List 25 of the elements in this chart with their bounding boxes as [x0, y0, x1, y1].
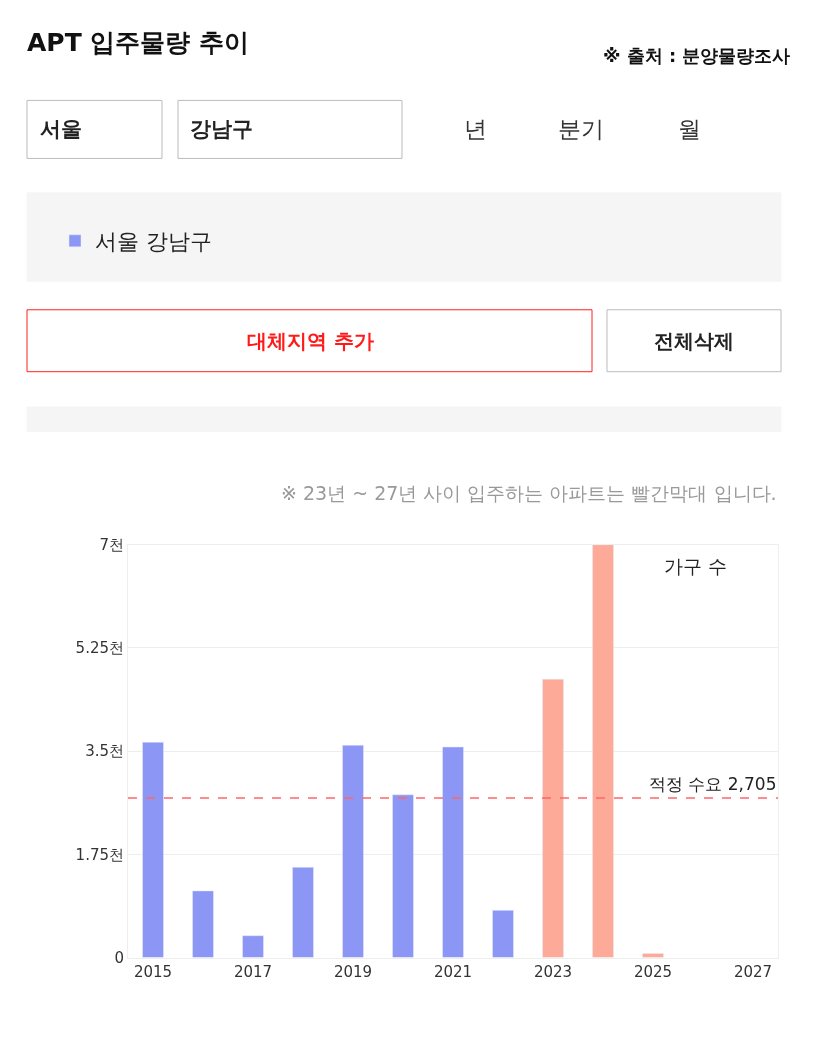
y-tick-label: 7천	[99, 535, 124, 554]
y-tick-label: 5.25천	[75, 639, 124, 658]
text: ※ 23년 ~ 27년 사이 입주하는 아파트는 빨간막대 입니다.	[281, 482, 777, 504]
x-tick-label: 2017	[233, 962, 273, 981]
x-tick-label: 2027	[733, 962, 773, 981]
text: 대체지역 추가	[247, 329, 374, 353]
text: 분기	[558, 116, 604, 142]
x-tick-label: 2021	[433, 962, 473, 981]
x-tick-label: 2025	[633, 962, 673, 981]
x-tick-label: 2015	[133, 962, 173, 981]
x-tick-label: 2019	[333, 962, 373, 981]
text: 월	[678, 116, 701, 142]
x-tick-label: 2023	[533, 962, 573, 981]
text: 서울	[40, 117, 82, 141]
text: 전체삭제	[654, 329, 734, 353]
text: 강남구	[190, 117, 253, 141]
ref-line-label: 적정 수요 2,705	[649, 774, 777, 794]
text: ※ 출처 : 분양물량조사	[603, 45, 791, 66]
chart-title: APT 입주물량 추이	[27, 27, 250, 57]
y-tick-label: 0	[114, 948, 124, 967]
y-tick-label: 1.75천	[75, 845, 124, 864]
text: 년	[464, 116, 487, 142]
annotation: 가구 수	[664, 555, 728, 577]
legend-label: 서울 강남구	[95, 229, 212, 255]
y-tick-label: 3.5천	[85, 742, 124, 761]
